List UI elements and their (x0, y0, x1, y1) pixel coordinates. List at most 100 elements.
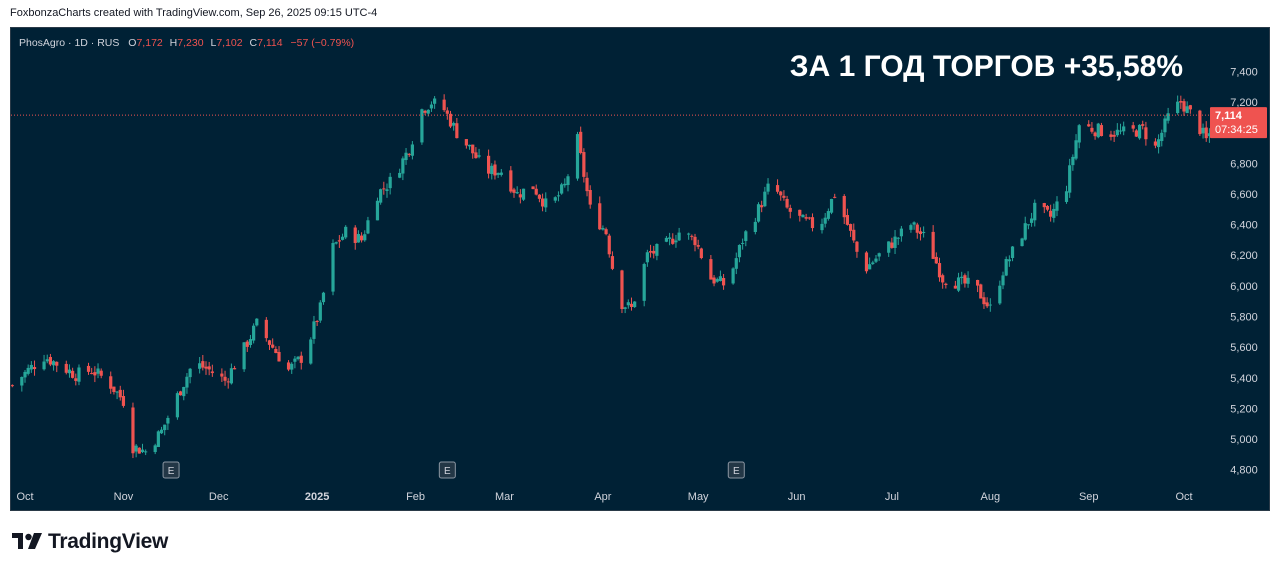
candle-body (864, 252, 869, 272)
candle-body (918, 231, 923, 235)
candle-body (953, 285, 957, 289)
candle-body (829, 198, 834, 213)
candle-body (71, 370, 75, 378)
candle-body (401, 158, 405, 174)
candle-body (299, 355, 303, 363)
x-axis: Oct Nov Dec 2025 Feb Mar Apr May Jun Jul Aug Sep Oct (16, 491, 1192, 503)
candle-body (198, 363, 202, 369)
chart-panel[interactable]: 7,400 7,200 6,800 6,600 6,400 6,200 6,000 5,800… (10, 27, 1270, 511)
candle-body (1201, 127, 1205, 134)
candle-body (404, 152, 408, 161)
candle-body (804, 217, 808, 219)
y-tick-label: 6,200 (1230, 250, 1258, 262)
candle-body (20, 377, 24, 386)
candle-body (448, 113, 453, 127)
candle-body (607, 235, 611, 255)
candle-body (721, 278, 726, 286)
candle-body (286, 362, 291, 370)
y-tick-label: 5,200 (1230, 403, 1258, 415)
candle-body (340, 236, 345, 240)
candle-body (477, 155, 481, 157)
candle-body (1052, 208, 1056, 218)
candle-body (823, 217, 827, 224)
candle-body (344, 226, 348, 238)
y-tick-label: 7,400 (1230, 66, 1258, 78)
candle-body (163, 424, 167, 431)
y-tick-label: 4,800 (1230, 465, 1258, 477)
candle-body (1115, 129, 1119, 136)
candle-body (426, 109, 430, 114)
candle-body (1137, 124, 1142, 139)
candle-body (877, 253, 881, 257)
candle-body (1093, 132, 1097, 137)
candle-body (912, 222, 916, 225)
candle-body (312, 321, 316, 339)
candle-body (315, 321, 319, 323)
candle-body (363, 234, 367, 241)
candle-body (633, 301, 637, 308)
earnings-marker (727, 461, 745, 479)
candle-body (985, 302, 989, 307)
candle-body (629, 303, 634, 307)
candle-body (1182, 101, 1186, 112)
candle-body (652, 250, 656, 254)
candle-body (382, 188, 386, 190)
candle-body (433, 98, 437, 104)
candle-body (1096, 123, 1100, 138)
open-value: 7,172 (136, 37, 162, 49)
candle-body (779, 191, 783, 196)
candle-body (820, 223, 824, 231)
candle-body (1029, 218, 1034, 223)
candle-body (763, 191, 767, 207)
candle-body (226, 381, 230, 383)
candle-body (842, 196, 846, 218)
x-tick-label: Feb (406, 491, 425, 503)
candle-body (712, 277, 716, 284)
candle-body (379, 189, 383, 203)
y-tick-label: 6,800 (1230, 158, 1258, 170)
tradingview-logo[interactable]: TradingView (12, 530, 168, 554)
candle-body (693, 236, 697, 246)
candle-body (296, 356, 300, 360)
candle-body (429, 104, 434, 109)
candle-body (544, 198, 548, 208)
candle-body (1064, 191, 1069, 202)
candle-body (760, 205, 764, 208)
candle-body (321, 292, 326, 303)
candle-body (798, 209, 802, 216)
candle-body (398, 172, 402, 178)
candle-body (137, 447, 141, 454)
candle-body (582, 152, 586, 177)
candle-body (1071, 156, 1075, 166)
candle-body (166, 417, 170, 424)
candle-body (93, 372, 97, 376)
candle-body (1026, 224, 1031, 226)
candle-body (309, 339, 313, 364)
candle-body (998, 285, 1002, 304)
candle-body (1033, 202, 1037, 221)
y-tick-label: 5,800 (1230, 311, 1258, 323)
candle-body (118, 389, 122, 398)
candle-body (893, 236, 897, 248)
ohlc-header: PhosAgro · 1D · RUS O7,172 H7,230 L7,102… (19, 37, 354, 49)
candle-body (1153, 141, 1158, 146)
candle-body (264, 319, 268, 339)
y-tick-label: 5,600 (1230, 342, 1258, 354)
candle-body (207, 366, 211, 370)
candle-body (1077, 125, 1081, 143)
candle-body (1134, 130, 1138, 137)
candle-body (566, 176, 570, 185)
x-tick-label: Jul (885, 491, 899, 503)
candle-body (464, 139, 468, 146)
candlestick-chart[interactable]: 7,400 7,200 6,800 6,600 6,400 6,200 6,000 5,800… (11, 28, 1269, 510)
candle-body (931, 231, 935, 259)
candle-body (359, 235, 364, 241)
x-tick-label: Sep (1079, 491, 1099, 503)
candle-body (245, 341, 249, 347)
candle-body (826, 211, 830, 219)
candle-body (801, 214, 805, 218)
candle-body (667, 237, 672, 239)
candle-body (976, 279, 980, 286)
candle-body (267, 340, 272, 345)
candle-body (601, 228, 605, 230)
